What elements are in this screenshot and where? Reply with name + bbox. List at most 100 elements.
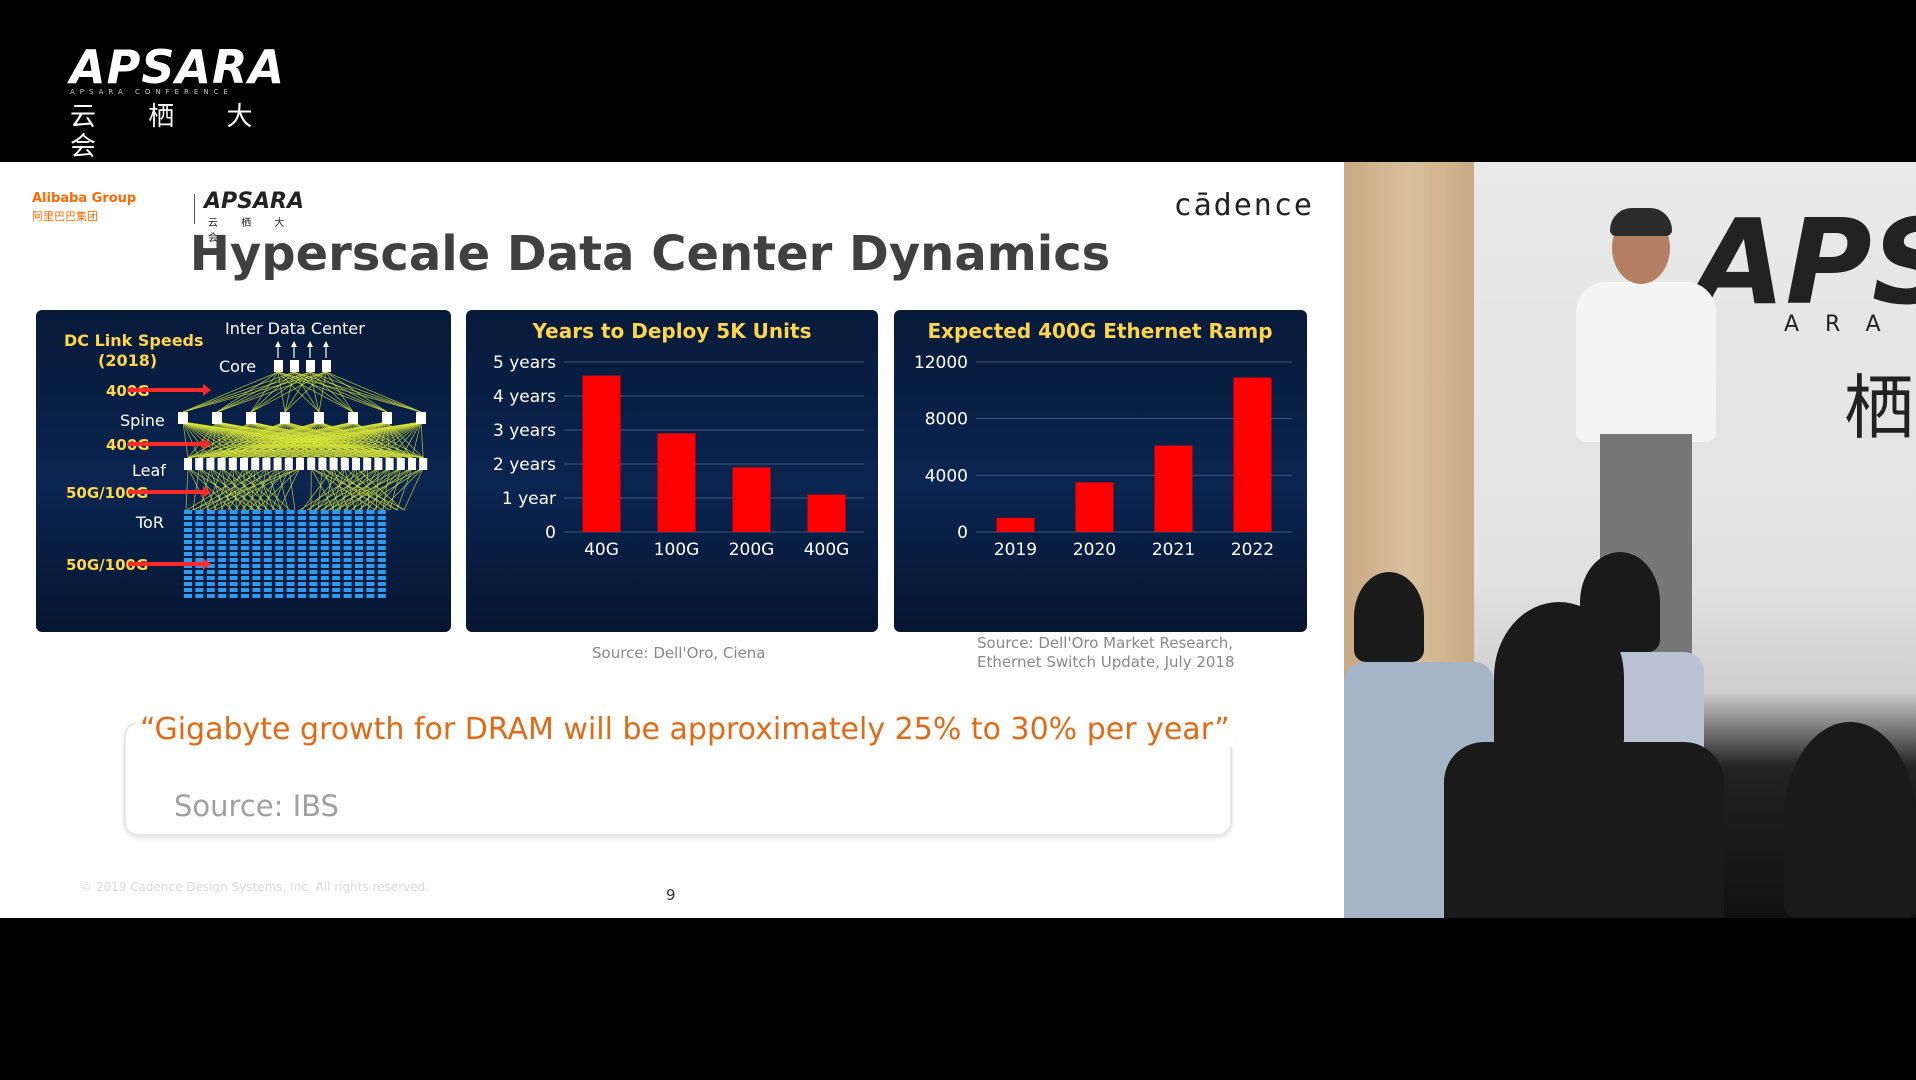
tor-server bbox=[332, 558, 341, 562]
tor-server bbox=[298, 558, 306, 562]
tor-server bbox=[366, 582, 375, 586]
tor-server bbox=[275, 588, 284, 592]
tor-server bbox=[218, 534, 227, 538]
audience-back bbox=[1444, 742, 1724, 918]
tor-server bbox=[309, 588, 318, 592]
conference-logo-sub: APSARA CONFERENCE bbox=[70, 88, 233, 96]
tor-server bbox=[343, 582, 352, 586]
bar-2019 bbox=[996, 517, 1035, 532]
link bbox=[250, 371, 311, 413]
link bbox=[403, 467, 424, 511]
tor-server bbox=[229, 528, 238, 532]
tor-server bbox=[286, 510, 295, 514]
link-label-leaf-tor: 50G/100G bbox=[66, 484, 148, 502]
leaf-switch bbox=[217, 458, 226, 470]
tor-server bbox=[366, 564, 375, 568]
tor-server bbox=[355, 588, 363, 592]
tor-server bbox=[343, 516, 352, 520]
tor-server bbox=[263, 582, 272, 586]
tor-server bbox=[320, 576, 329, 580]
leaf-switch bbox=[374, 458, 383, 470]
link bbox=[193, 467, 267, 511]
link bbox=[192, 467, 200, 511]
tor-server bbox=[286, 552, 295, 556]
tor-server bbox=[366, 594, 375, 598]
network-diagram-svg: DC Link Speeds (2018) Inter Data Center … bbox=[64, 319, 428, 598]
link bbox=[191, 467, 301, 511]
link bbox=[182, 371, 279, 413]
tier-label-tor: ToR bbox=[135, 513, 164, 532]
tor-server bbox=[184, 552, 192, 556]
link bbox=[182, 421, 211, 459]
tor-server bbox=[241, 570, 249, 574]
speed-arrowhead bbox=[203, 558, 211, 570]
tor-server bbox=[206, 564, 215, 568]
link bbox=[266, 467, 282, 511]
tor-server bbox=[218, 546, 227, 550]
link bbox=[366, 421, 422, 459]
tor-server bbox=[218, 576, 227, 580]
tor-server bbox=[263, 510, 272, 514]
tor-server bbox=[309, 594, 318, 598]
link bbox=[352, 467, 379, 511]
tor-server bbox=[263, 594, 272, 598]
tor-server bbox=[229, 588, 238, 592]
tor-server bbox=[332, 534, 341, 538]
link bbox=[355, 421, 422, 459]
tor-server bbox=[286, 582, 295, 586]
tor-server bbox=[218, 552, 227, 556]
leaf-switch bbox=[195, 458, 204, 470]
tor-server bbox=[309, 516, 318, 520]
link bbox=[284, 371, 311, 413]
tor-server bbox=[275, 528, 284, 532]
ethernet-ramp-chart: Expected 400G Ethernet Ramp 12000 8000 400… bbox=[894, 310, 1307, 632]
tor-server bbox=[366, 588, 375, 592]
tor-server bbox=[184, 576, 192, 580]
conference-logo-word: APSARA bbox=[70, 40, 286, 94]
tor-server bbox=[218, 564, 227, 568]
leaf-switch bbox=[184, 458, 192, 470]
link bbox=[187, 421, 354, 459]
tor-server bbox=[241, 588, 249, 592]
years-to-deploy-svg: Years to Deploy 5K Units 5 years 4 years 3… bbox=[493, 319, 864, 560]
link bbox=[299, 421, 422, 459]
tor-server bbox=[309, 528, 318, 532]
tor-server bbox=[309, 540, 318, 544]
tor-server bbox=[218, 510, 227, 514]
tor-server bbox=[275, 516, 284, 520]
tor-server bbox=[286, 528, 295, 532]
tor-server bbox=[366, 576, 375, 580]
link bbox=[309, 371, 422, 413]
tor-server bbox=[332, 528, 341, 532]
tor-server bbox=[184, 558, 192, 562]
tor-server bbox=[195, 510, 204, 514]
link bbox=[389, 467, 402, 511]
tor-server bbox=[252, 582, 261, 586]
y-tick-label: 5 years bbox=[493, 353, 556, 373]
tor-server bbox=[343, 528, 352, 532]
tor-server bbox=[184, 510, 192, 514]
spine-switch bbox=[178, 412, 188, 424]
x-tick-label: 200G bbox=[729, 540, 775, 560]
link bbox=[334, 467, 424, 511]
link bbox=[313, 467, 390, 511]
tor-server bbox=[241, 576, 249, 580]
tor-server bbox=[184, 588, 192, 592]
uplink-arrowhead bbox=[291, 341, 297, 347]
bar-200G bbox=[732, 467, 771, 532]
tor-server bbox=[355, 540, 363, 544]
tor-server bbox=[298, 588, 306, 592]
tor-server bbox=[286, 588, 295, 592]
link bbox=[277, 371, 286, 413]
tor-server bbox=[309, 552, 318, 556]
tor-server bbox=[343, 576, 352, 580]
tor-server bbox=[184, 540, 192, 544]
years-to-deploy-chart: Years to Deploy 5K Units 5 years 4 years 3… bbox=[466, 310, 878, 632]
tor-server bbox=[241, 534, 249, 538]
tor-server bbox=[366, 510, 375, 514]
tor-server bbox=[332, 582, 341, 586]
tor-server bbox=[252, 558, 261, 562]
link bbox=[182, 371, 327, 413]
link bbox=[325, 371, 354, 413]
tor-server bbox=[195, 588, 204, 592]
